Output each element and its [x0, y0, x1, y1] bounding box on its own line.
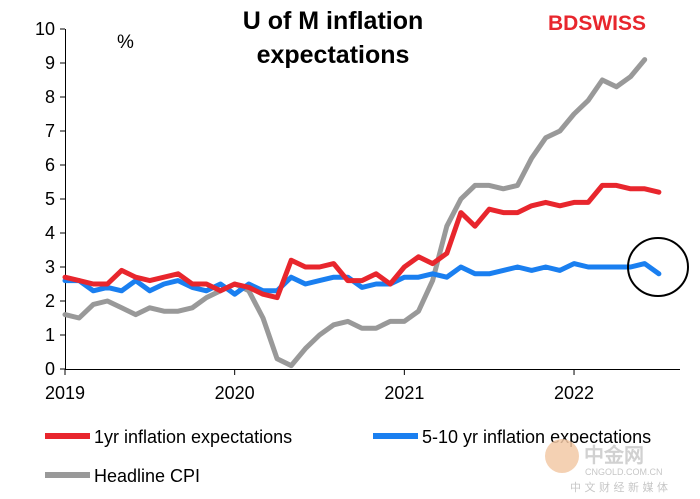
series-layer [62, 57, 662, 369]
watermark-brand: 中金网 [584, 443, 644, 467]
series-line-5-10yr [62, 261, 662, 297]
y-tick-label: 0 [45, 359, 55, 379]
legend-label-cpi: Headline CPI [94, 466, 200, 486]
chart-title-line2: expectations [257, 41, 410, 69]
y-tick-label: 7 [45, 121, 55, 141]
x-tick-label: 2019 [45, 383, 85, 403]
series-line-1yr [62, 182, 662, 301]
y-tick-label: 10 [35, 19, 55, 39]
y-tick-label: 6 [45, 155, 55, 175]
watermark-tagline: 中 文 财 经 新 媒 体 [570, 480, 668, 494]
highlight-circle-annotation [627, 237, 689, 297]
x-tick-label: 2020 [215, 383, 255, 403]
y-tick-label: 4 [45, 223, 55, 243]
watermark-domain: CNGOLD.COM.CN [585, 467, 663, 477]
y-tick-label: 5 [45, 189, 55, 209]
legend-label-5-10yr: 5-10 yr inflation expectations [422, 427, 651, 447]
legend-label-1yr: 1yr inflation expectations [94, 427, 292, 447]
y-unit-label: % [117, 32, 134, 53]
brand-logo: BDSWISS [548, 12, 646, 35]
brand-logo-text: BDSWISS [548, 12, 646, 35]
x-tick-label: 2022 [554, 383, 594, 403]
brand-logo-part2: SWISS [578, 12, 646, 35]
chart-title-line1: U of M inflation [243, 7, 424, 35]
y-tick-label: 8 [45, 87, 55, 107]
series-line-cpi [62, 57, 648, 369]
watermark: 中金网 CNGOLD.COM.CN 中 文 财 经 新 媒 体 [545, 439, 668, 494]
x-axis-ticks: 2019 2020 2021 2022 [45, 369, 594, 403]
brand-logo-part1: BD [548, 12, 578, 35]
y-tick-label: 9 [45, 53, 55, 73]
x-tick-label: 2021 [384, 383, 424, 403]
y-axis-ticks: 0 1 2 3 4 5 6 7 8 9 10 [35, 19, 65, 379]
legend: 1yr inflation expectations 5-10 yr infla… [45, 427, 651, 486]
watermark-logo-icon [545, 439, 579, 473]
y-tick-label: 2 [45, 291, 55, 311]
y-tick-label: 1 [45, 325, 55, 345]
y-tick-label: 3 [45, 257, 55, 277]
